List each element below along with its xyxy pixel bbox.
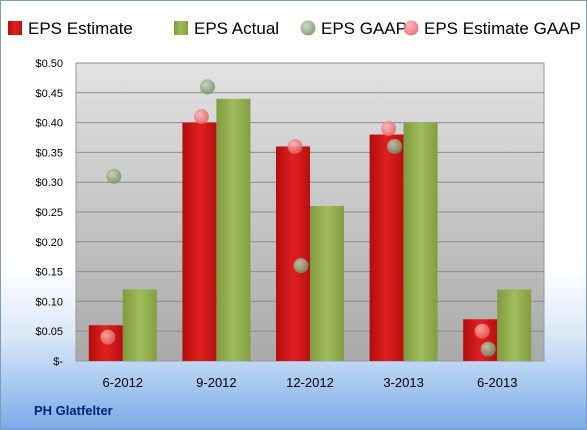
- y-tick-label: $0.45: [35, 88, 63, 100]
- legend-swatch-eps-gaap: [300, 20, 316, 36]
- legend-swatch-eps-actual: [174, 21, 188, 35]
- point-eps-gaap: [480, 341, 496, 357]
- legend-label-eps-gaap: EPS GAAP: [321, 19, 407, 38]
- point-eps-estimate-gaap: [193, 109, 209, 125]
- point-eps-estimate-gaap: [100, 329, 116, 345]
- point-eps-estimate-gaap: [474, 323, 490, 339]
- y-tick-label: $0.10: [35, 296, 63, 308]
- y-tick-label: $0.05: [35, 326, 63, 338]
- x-category-label: 3-2013: [383, 375, 423, 390]
- y-axis-ticks: $- $0.05 $0.10 $0.15 $0.20 $0.25 $0.30 $0.35 $0.…: [35, 58, 63, 368]
- y-tick-label: $0.30: [35, 177, 63, 189]
- legend-label-eps-estimate: EPS Estimate: [28, 19, 133, 38]
- bar-eps-actual: [403, 122, 438, 361]
- x-axis-categories: 6-2012 9-2012 12-2012 3-2013 6-2013: [103, 375, 518, 390]
- bar-eps-estimate: [276, 146, 310, 361]
- x-category-label: 12-2012: [286, 375, 334, 390]
- point-eps-estimate-gaap: [287, 138, 303, 154]
- x-category-label: 9-2012: [196, 375, 236, 390]
- x-category-label: 6-2013: [477, 375, 517, 390]
- point-eps-gaap: [293, 258, 309, 274]
- bar-eps-estimate: [369, 134, 404, 361]
- y-tick-label: $0.50: [35, 58, 63, 70]
- legend-swatch-eps-estimate-gaap: [403, 20, 419, 36]
- company-name: PH Glatfelter: [34, 403, 113, 418]
- legend-swatch-eps-estimate: [8, 21, 22, 35]
- legend: EPS Estimate EPS Actual EPS GAAP EPS Estima…: [8, 19, 581, 38]
- x-category-label: 6-2012: [103, 375, 143, 390]
- bar-eps-actual: [216, 98, 251, 361]
- point-eps-gaap: [106, 168, 122, 184]
- y-tick-label: $0.15: [35, 267, 63, 279]
- point-eps-estimate-gaap: [381, 121, 397, 137]
- bar-eps-actual: [497, 289, 532, 361]
- point-eps-gaap: [387, 138, 403, 154]
- y-tick-label: $-: [53, 356, 63, 368]
- bar-series: [88, 98, 532, 361]
- y-tick-label: $0.20: [35, 237, 63, 249]
- bar-eps-actual: [310, 206, 344, 361]
- legend-label-eps-actual: EPS Actual: [194, 19, 279, 38]
- y-tick-label: $0.25: [35, 207, 63, 219]
- point-eps-gaap: [199, 79, 215, 95]
- scatter-series: [100, 79, 496, 357]
- y-tick-label: $0.35: [35, 147, 63, 159]
- y-tick-label: $0.40: [35, 118, 63, 130]
- bar-eps-actual: [122, 289, 157, 361]
- legend-label-eps-estimate-gaap: EPS Estimate GAAP: [424, 19, 581, 38]
- bar-eps-estimate: [182, 122, 217, 361]
